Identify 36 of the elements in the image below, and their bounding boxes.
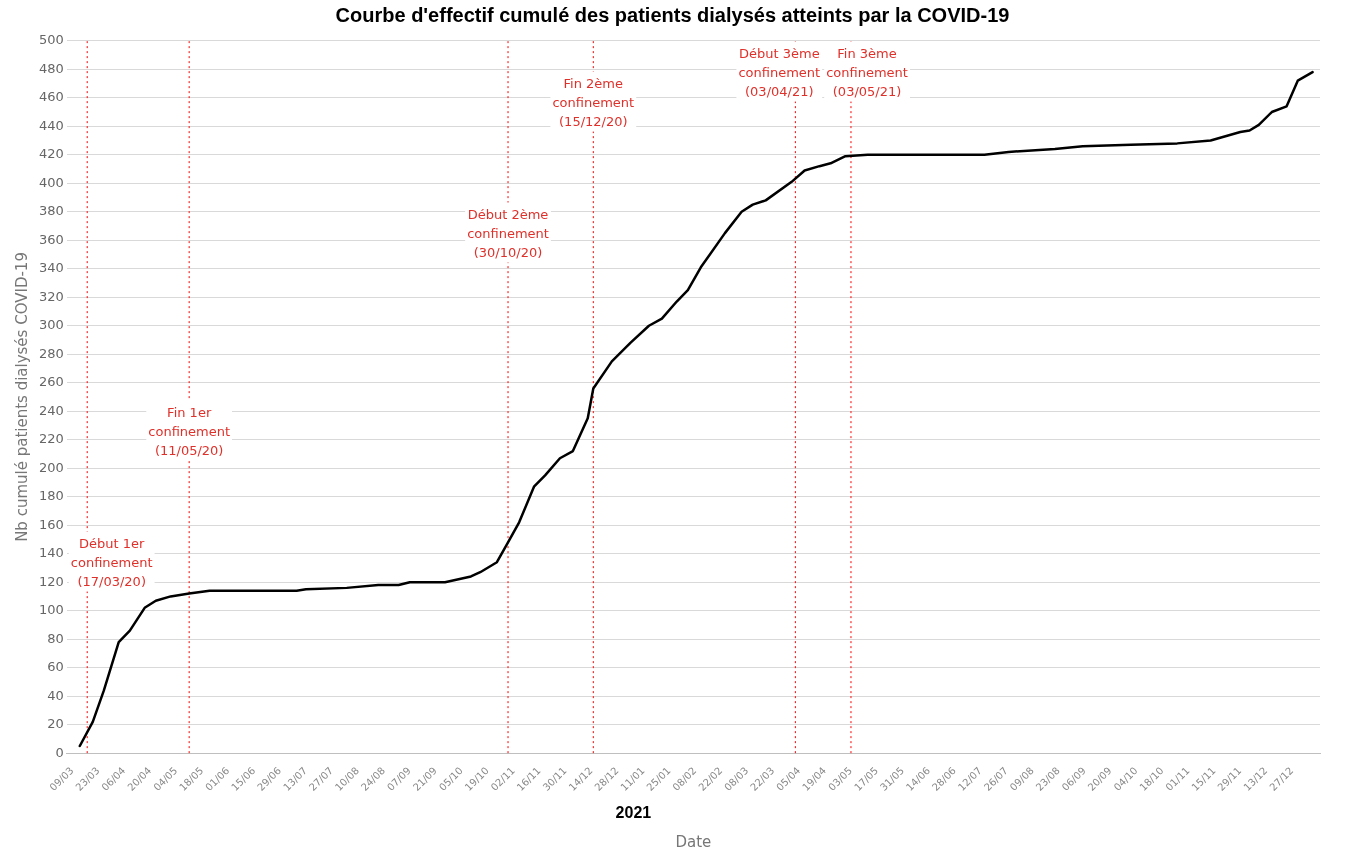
y-tick-label: 280: [38, 345, 64, 361]
y-tick-label: 100: [38, 602, 64, 618]
annotation: Début 1er confinement (17/03/20): [70, 536, 153, 590]
y-tick-label: 420: [38, 146, 64, 162]
y-tick-label: 340: [38, 260, 64, 276]
annotation: Fin 3ème confinement (03/05/21): [826, 46, 908, 100]
y-tick-label: 300: [38, 317, 64, 333]
y-tick-label: 80: [47, 630, 64, 646]
annotation: Fin 2ème confinement (15/12/20): [552, 76, 635, 130]
y-tick-label: 180: [38, 488, 64, 504]
y-tick-label: 260: [38, 374, 64, 390]
y-tick-label: 480: [38, 60, 64, 76]
y-tick-label: 40: [47, 687, 64, 703]
y-tick-label: 240: [38, 402, 64, 418]
y-tick-label: 320: [38, 288, 64, 304]
y-tick-label: 360: [38, 231, 64, 247]
text: 2021: [615, 803, 652, 821]
y-tick-label: 200: [38, 459, 64, 475]
y-tick-label: 500: [38, 32, 64, 48]
annotation: Début 2ème confinement (30/10/20): [467, 207, 549, 261]
x-axis-title: Date: [675, 832, 712, 851]
annotation: Fin 1er confinement (11/05/20): [148, 405, 231, 459]
y-tick-label: 460: [38, 89, 64, 105]
y-tick-label: 0: [55, 744, 64, 760]
chart-title: Courbe d'effectif cumulé des patients dialysés atteints par la COVID-19: [334, 4, 1011, 27]
y-tick-label: 380: [38, 203, 64, 219]
y-tick-label: 60: [47, 659, 64, 675]
annotation: Début 3ème confinement (03/04/21): [738, 46, 821, 100]
y-tick-label: 160: [38, 516, 64, 532]
y-tick-label: 440: [38, 117, 64, 133]
y-tick-label: 120: [38, 573, 64, 589]
y-tick-label: 400: [38, 174, 64, 190]
y-tick-label: 140: [38, 545, 64, 561]
y-tick-label: 220: [38, 431, 64, 447]
y-axis-title: Nb cumulé patients dialysés COVID-19: [12, 252, 31, 542]
y-tick-label: 20: [47, 716, 64, 732]
